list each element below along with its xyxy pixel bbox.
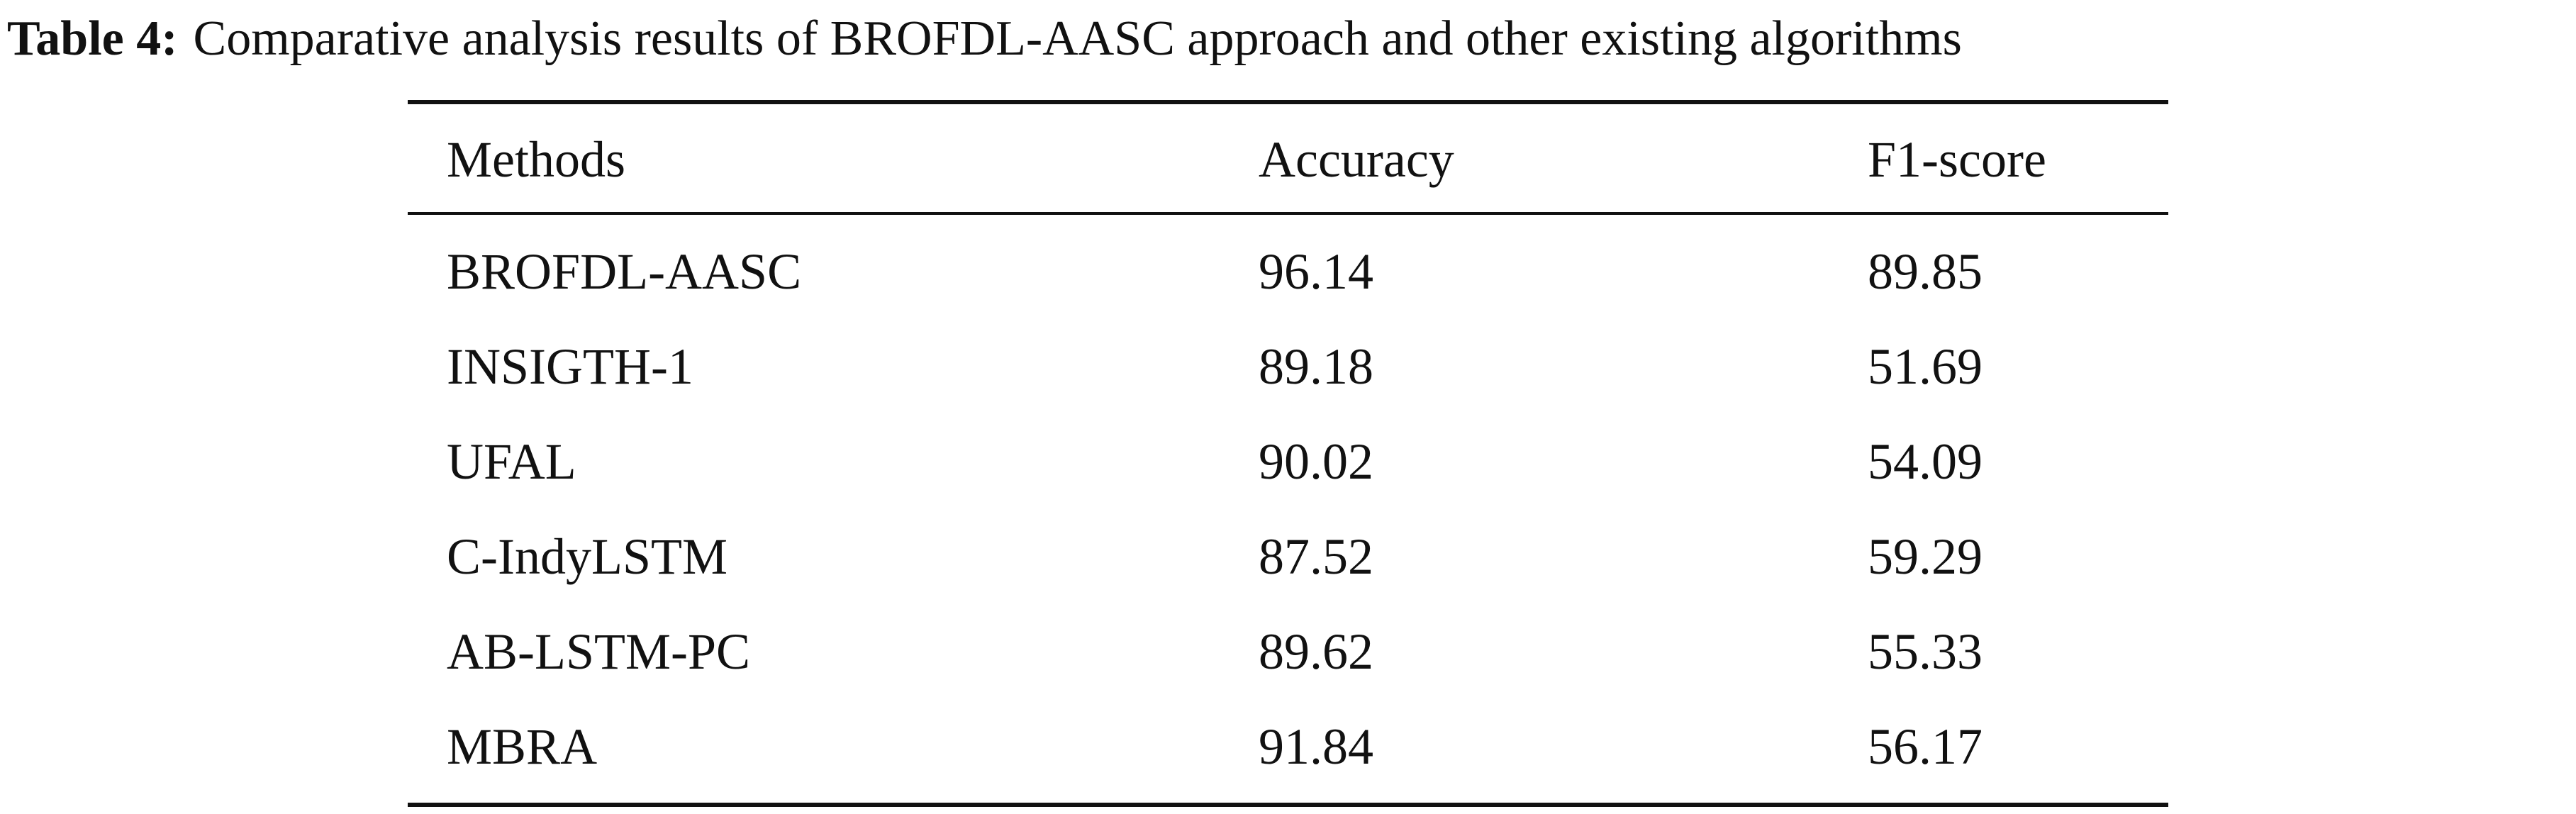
table-cell: 56.17 (1868, 718, 1983, 775)
table-cell: BROFDL-AASC (447, 243, 802, 300)
table-cell: 89.85 (1868, 243, 1983, 300)
table-cell: UFAL (447, 433, 576, 490)
table-cell: 59.29 (1868, 528, 1983, 585)
table-cell: 87.52 (1259, 528, 1373, 585)
table-cell: 96.14 (1259, 243, 1373, 300)
table-cell: 51.69 (1868, 338, 1983, 395)
table-cell: 90.02 (1259, 433, 1373, 490)
caption-label: Table 4: (7, 11, 178, 66)
table-cell: 55.33 (1868, 623, 1983, 680)
header-rule (408, 212, 2168, 215)
bottom-rule (408, 803, 2168, 807)
table-cell: INSIGTH-1 (447, 338, 693, 395)
header-cell: F1-score (1868, 131, 2046, 188)
table-cell: MBRA (447, 718, 598, 775)
header-cell: Accuracy (1259, 131, 1454, 188)
table-cell: AB-LSTM-PC (447, 623, 751, 680)
table-cell: 91.84 (1259, 718, 1373, 775)
top-rule (408, 100, 2168, 104)
header-cell: Methods (447, 131, 625, 188)
table-cell: C-IndyLSTM (447, 528, 727, 585)
table-cell: 89.62 (1259, 623, 1373, 680)
table-cell: 89.18 (1259, 338, 1373, 395)
caption-text: Comparative analysis results of BROFDL-A… (193, 11, 1962, 66)
caption: Table 4: Comparative analysis results of … (7, 14, 1962, 64)
table-cell: 54.09 (1868, 433, 1983, 490)
